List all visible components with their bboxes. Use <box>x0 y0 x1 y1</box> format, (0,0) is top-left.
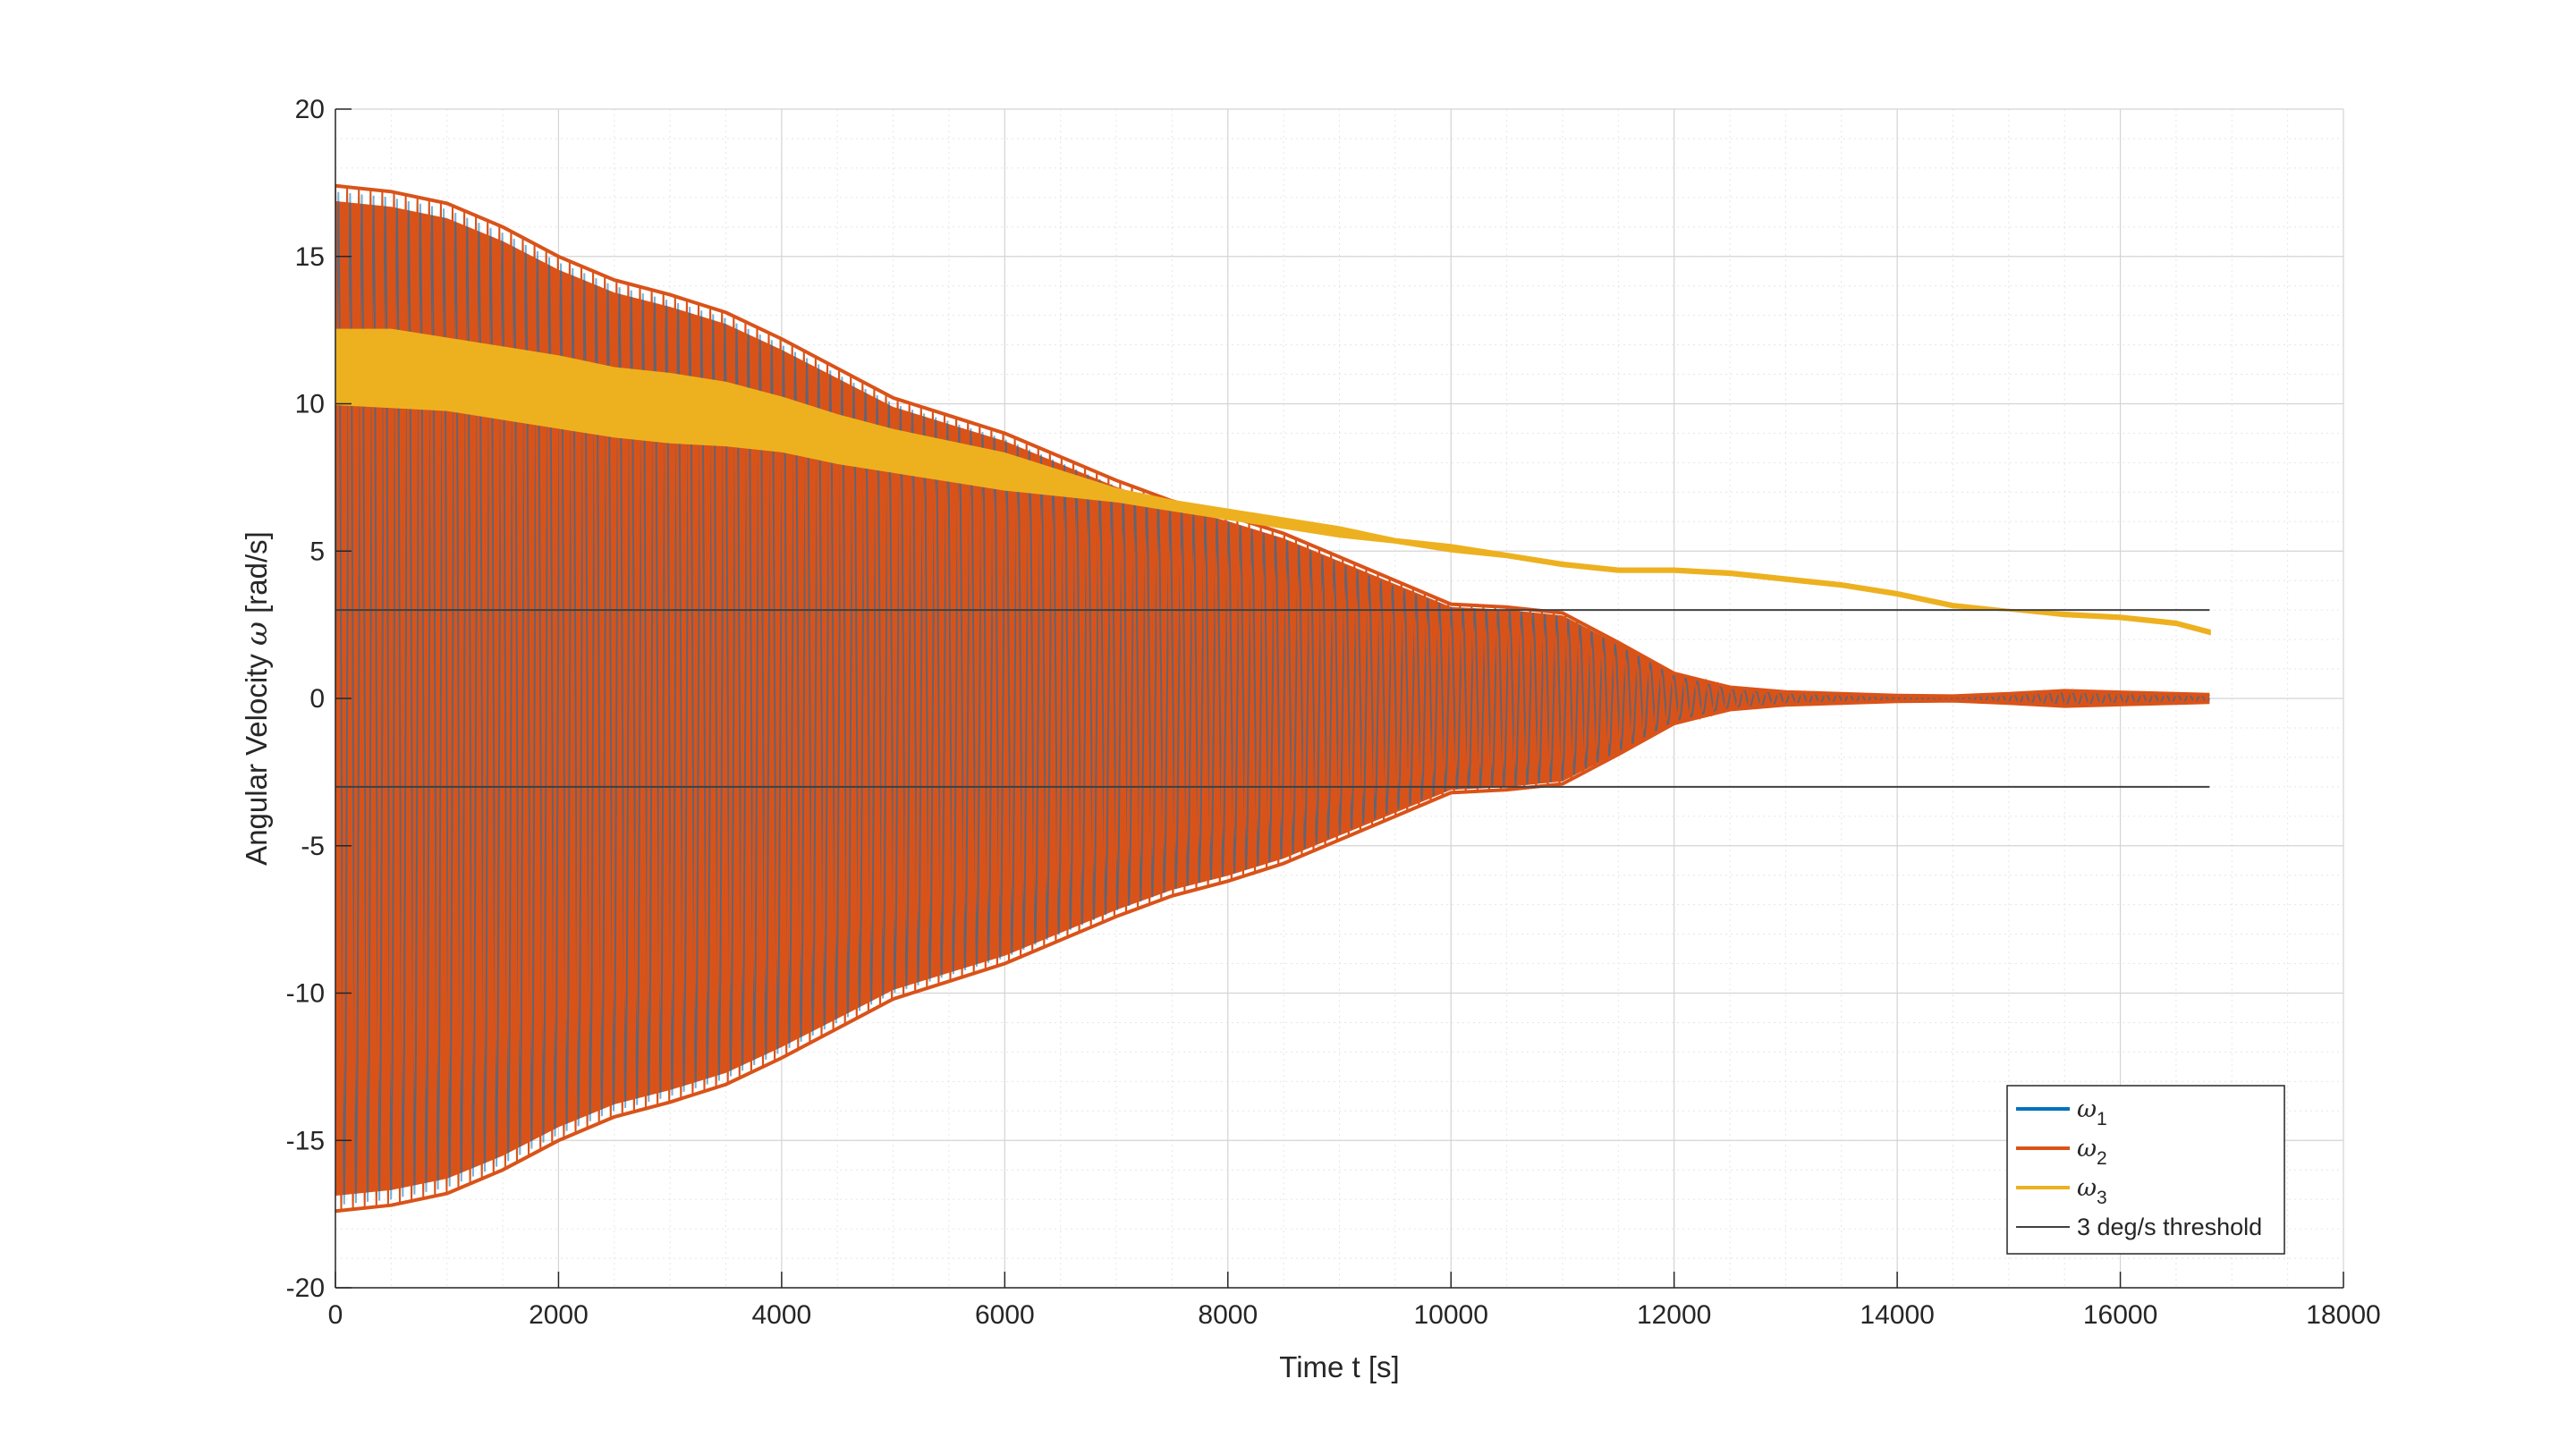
legend-symbol: ω <box>2077 1174 2097 1202</box>
y-tick-label: 10 <box>295 390 325 419</box>
legend-label: ω2 <box>2077 1135 2107 1169</box>
y-tick-label: 0 <box>309 684 325 714</box>
legend-symbol: ω <box>2077 1135 2097 1163</box>
x-tick-label: 10000 <box>1414 1300 1488 1330</box>
legend-subscript: 1 <box>2097 1109 2107 1129</box>
y-tick-label: 20 <box>295 95 325 124</box>
x-tick-label: 2000 <box>529 1300 589 1330</box>
legend-symbol: ω <box>2077 1095 2097 1123</box>
y-axis-label-prefix: Angular Velocity <box>240 646 273 866</box>
omega3-band <box>335 328 2211 636</box>
x-tick-label: 8000 <box>1198 1300 1258 1330</box>
y-tick-label: -15 <box>286 1126 325 1155</box>
axes <box>335 108 2344 1289</box>
omega2-envelope-lower <box>335 698 2210 1214</box>
x-tick-label: 16000 <box>2083 1300 2157 1330</box>
y-axis-label-suffix: [rad/s] <box>240 531 273 622</box>
legend-label: 3 deg/s threshold <box>2077 1214 2262 1240</box>
y-axis-label-symbol: ω <box>239 622 274 646</box>
legend-subscript: 3 <box>2097 1188 2107 1208</box>
x-tick-label: 6000 <box>975 1300 1035 1330</box>
data-layer <box>335 183 2211 1214</box>
y-tick-label: -5 <box>301 832 325 861</box>
legend-box <box>2006 1085 2285 1255</box>
y-tick-label: -20 <box>286 1273 325 1303</box>
tick-labels: 0 2000 4000 6000 8000 10000 12000 14000 16000 180… <box>286 95 2381 1330</box>
y-tick-label: 15 <box>295 242 325 272</box>
x-tick-label: 4000 <box>752 1300 812 1330</box>
legend-label: ω1 <box>2077 1095 2107 1129</box>
y-tick-label: 5 <box>309 537 325 566</box>
y-axis-label: Angular Velocity ω [rad/s] <box>239 531 274 866</box>
x-axis-label: Time t [s] <box>1279 1350 1399 1383</box>
x-tick-label: 0 <box>328 1300 343 1330</box>
x-tick-label: 18000 <box>2306 1300 2380 1330</box>
legend-label: ω3 <box>2077 1174 2107 1208</box>
legend-subscript: 2 <box>2097 1148 2107 1169</box>
y-tick-label: -10 <box>286 979 325 1009</box>
x-tick-label: 12000 <box>1637 1300 1711 1330</box>
x-tick-label: 14000 <box>1860 1300 1934 1330</box>
omega2-envelope-upper <box>335 183 2210 698</box>
